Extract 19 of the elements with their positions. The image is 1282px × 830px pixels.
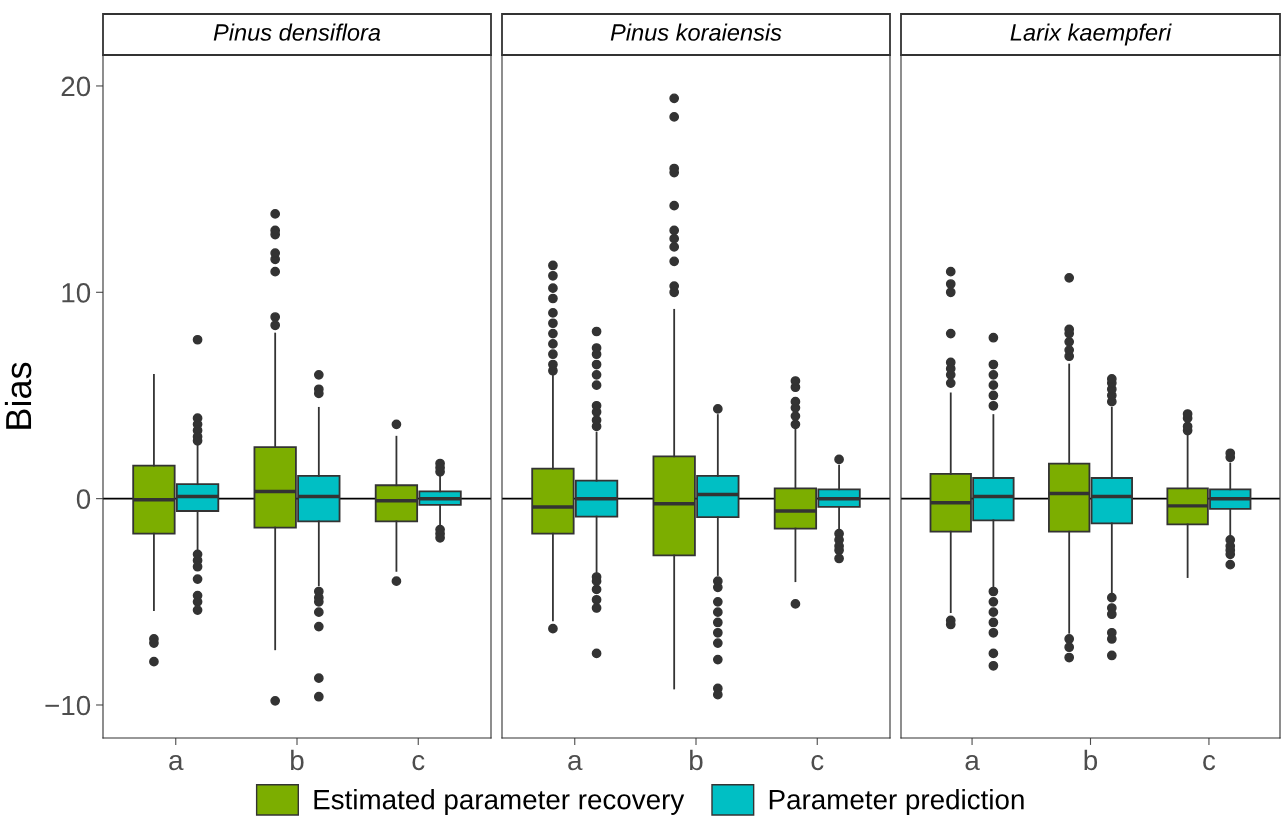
x-tick-label: b xyxy=(1084,749,1098,771)
y-tick-label: 0 xyxy=(76,489,91,509)
x-tick-label: b xyxy=(291,749,304,771)
y-tick-label: 20 xyxy=(61,76,91,97)
x-tick-label: c xyxy=(811,754,824,771)
x-tick-label: c xyxy=(412,754,425,771)
y-tick-label: −10 xyxy=(45,695,91,716)
chart-title: Larix kaempferi xyxy=(1010,23,1172,46)
chart-title: Pinus densiflora xyxy=(213,23,381,41)
legend-label: Estimated parameter recovery xyxy=(314,789,685,815)
x-tick-label: a xyxy=(568,754,583,771)
x-tick-label: a xyxy=(965,754,980,771)
x-tick-label: a xyxy=(169,754,184,771)
x-tick-label: c xyxy=(1203,754,1216,771)
chart-title: Pinus koraiensis xyxy=(610,23,782,41)
y-tick-label: 10 xyxy=(62,282,91,303)
x-tick-label: b xyxy=(690,749,703,771)
y-axis-title: Bias xyxy=(4,362,32,429)
legend-label: Parameter prediction xyxy=(769,789,1024,815)
